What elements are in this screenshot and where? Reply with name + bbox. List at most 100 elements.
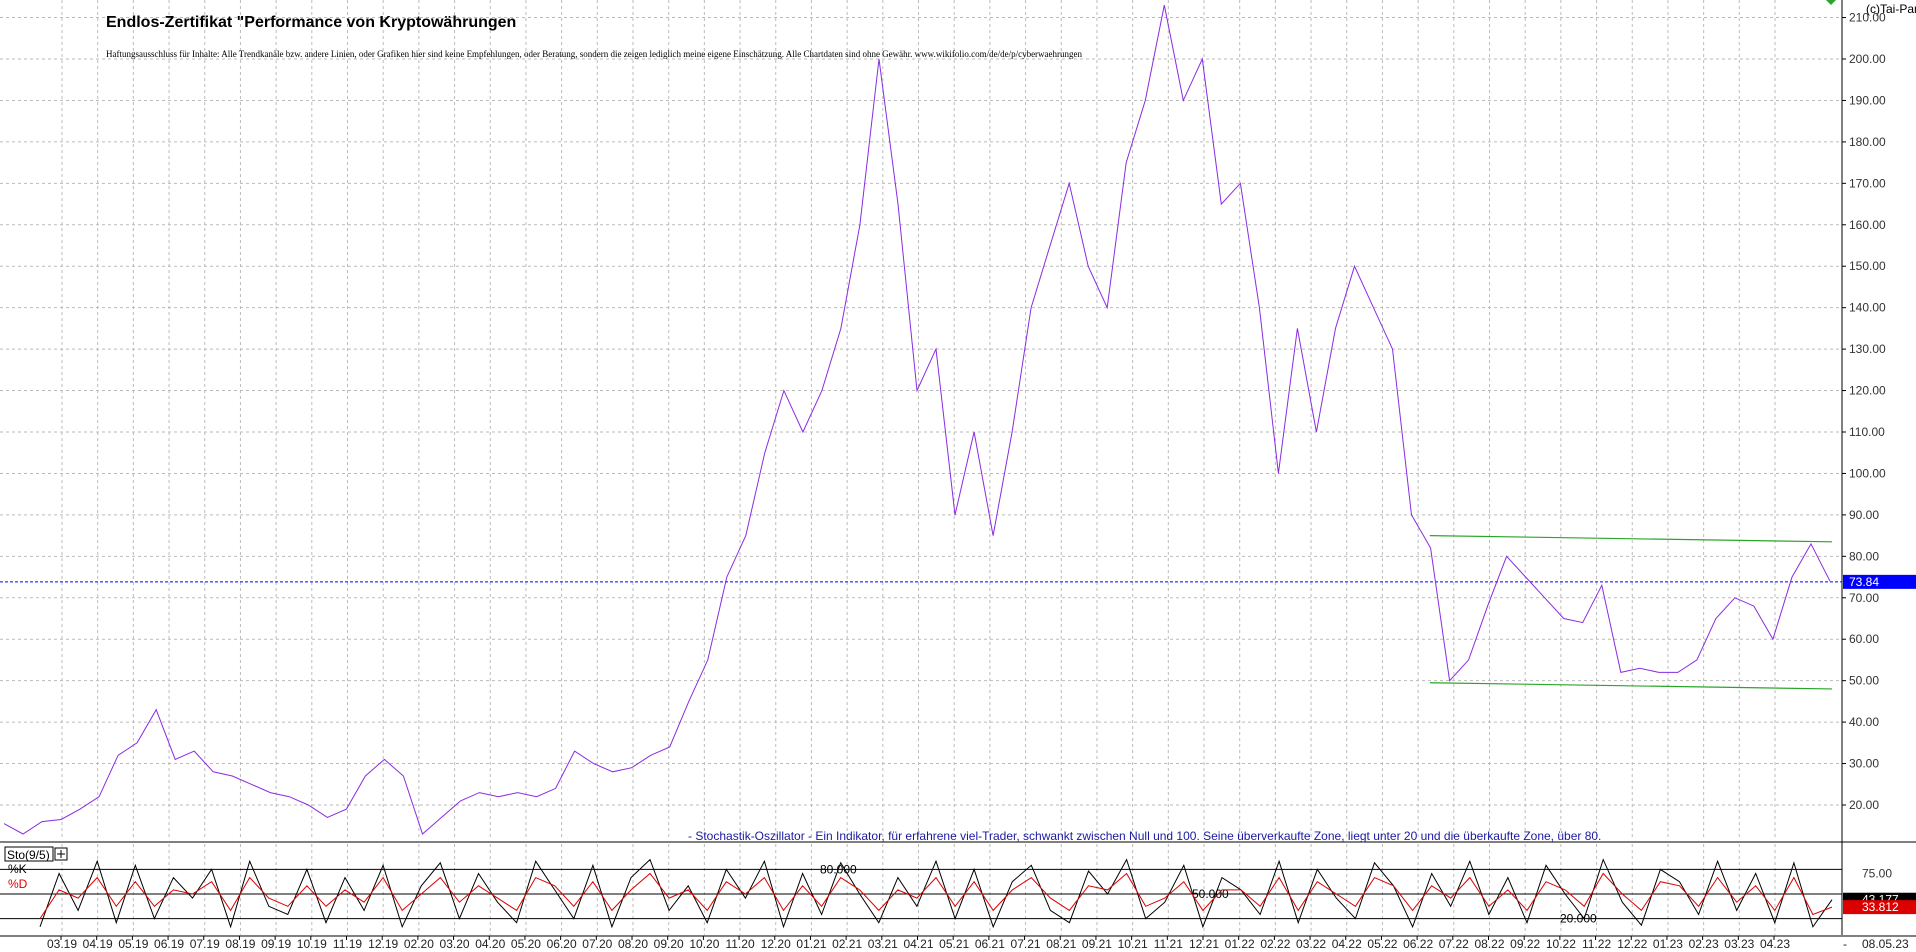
x-axis: 03.19 04.19 05.19 06.19 07.19 08.19 09.19 10.19… xyxy=(47,936,1909,951)
x-tick-label: 02.22 xyxy=(1260,937,1290,951)
price-y-tick: 120.00 xyxy=(1849,384,1886,398)
x-tick-label: 03.22 xyxy=(1296,937,1326,951)
x-tick-label: 04.19 xyxy=(83,937,113,951)
x-tick-label: 01.23 xyxy=(1653,937,1683,951)
price-y-tick: 170.00 xyxy=(1849,176,1886,190)
stochastic-y-tick: 75.00 xyxy=(1862,867,1892,881)
price-y-tick: 70.00 xyxy=(1849,591,1879,605)
x-tick-label: 08.21 xyxy=(1046,937,1076,951)
price-y-tick: 150.00 xyxy=(1849,259,1886,273)
channel-lower-line xyxy=(1429,682,1833,690)
x-last-date-label: 08.05.23 xyxy=(1862,937,1909,951)
x-tick-label: 02.23 xyxy=(1689,937,1719,951)
x-tick-label: 05.22 xyxy=(1367,937,1397,951)
price-y-tick: 80.00 xyxy=(1849,549,1879,563)
legend-indicator-name: Sto(9/5) xyxy=(7,848,50,862)
x-tick-label: 02.21 xyxy=(832,937,862,951)
trend-channel xyxy=(1429,535,1833,690)
x-tick-label: 10.22 xyxy=(1546,937,1576,951)
stochastic-k-line xyxy=(39,858,1833,929)
price-y-tick: 50.00 xyxy=(1849,674,1879,688)
price-y-tick: 210.00 xyxy=(1849,11,1886,25)
price-y-tick: 30.00 xyxy=(1849,757,1879,771)
x-tick-label: 07.21 xyxy=(1011,937,1041,951)
chart-title: Endlos-Zertifikat "Performance von Krypt… xyxy=(106,14,516,31)
x-tick-label: 05.20 xyxy=(511,937,541,951)
x-tick-label: 01.22 xyxy=(1225,937,1255,951)
x-tick-label: 01.21 xyxy=(796,937,826,951)
x-tick-label: 07.20 xyxy=(582,937,612,951)
stochastic-d-line xyxy=(39,872,1833,919)
x-tick-label: 08.20 xyxy=(618,937,648,951)
x-tick-label: 08.19 xyxy=(225,937,255,951)
legend-d: %D xyxy=(8,877,28,891)
copyright-label: (c)Tai-Pan xyxy=(1866,2,1916,16)
disclaimer-text: Haftungsausschluss für Inhalte: Alle Tre… xyxy=(106,49,1083,59)
price-y-tick: 190.00 xyxy=(1849,93,1886,107)
x-tick-label: 06.22 xyxy=(1403,937,1433,951)
x-tick-label: 11.21 xyxy=(1154,937,1183,951)
price-y-axis: 20.00 30.00 40.00 50.00 60.00 70.00 80.00 90.00… xyxy=(1842,11,1886,812)
x-tick-label: 09.19 xyxy=(261,937,291,951)
d-last-label: 33.812 xyxy=(1862,900,1899,914)
x-tick-label: 05.19 xyxy=(118,937,148,951)
x-tick-label: 03.21 xyxy=(868,937,898,951)
legend-k: %K xyxy=(8,862,27,876)
channel-upper-line xyxy=(1429,535,1833,543)
x-tick-label: 03.23 xyxy=(1724,937,1754,951)
price-series-line xyxy=(3,5,1831,835)
price-y-tick: 100.00 xyxy=(1849,466,1886,480)
x-tick-label: 07.22 xyxy=(1439,937,1469,951)
x-tick-label: 09.20 xyxy=(654,937,684,951)
x-tick-label: 02.20 xyxy=(404,937,434,951)
stochastic-legend: Sto(9/5) %K %D xyxy=(4,846,68,891)
price-y-tick: 20.00 xyxy=(1849,798,1879,812)
x-tick-label: 11.19 xyxy=(333,937,362,951)
x-tick-label: 12.20 xyxy=(761,937,791,951)
x-tick-label: 03.20 xyxy=(440,937,470,951)
last-price-label: 73.84 xyxy=(1849,575,1879,589)
stochastic-grid xyxy=(61,844,1776,935)
x-tick-label: 11.20 xyxy=(725,937,754,951)
x-tick-label: 04.22 xyxy=(1332,937,1362,951)
price-y-tick: 180.00 xyxy=(1849,135,1886,149)
x-tick-label: 09.21 xyxy=(1082,937,1112,951)
price-y-tick: 110.00 xyxy=(1849,425,1885,439)
d-last-badge xyxy=(1843,900,1916,915)
x-tick-label: 05.21 xyxy=(939,937,969,951)
x-tick-label: 10.20 xyxy=(689,937,719,951)
price-y-tick: 130.00 xyxy=(1849,342,1886,356)
last-price-badge xyxy=(1843,574,1916,589)
price-y-tick: 90.00 xyxy=(1849,508,1879,522)
indicator-note: - Stochastik-Oszillator - Ein Indikator,… xyxy=(688,829,1601,843)
x-tick-label: 03.19 xyxy=(47,937,77,951)
x-tick-label: 04.21 xyxy=(903,937,933,951)
x-tick-label: 12.21 xyxy=(1189,937,1219,951)
x-tick-label: 04.23 xyxy=(1760,937,1790,951)
legend-box xyxy=(4,846,54,862)
x-tick-label: 08.22 xyxy=(1474,937,1504,951)
price-y-tick: 160.00 xyxy=(1849,218,1886,232)
x-tick-label: 06.21 xyxy=(975,937,1005,951)
x-tick-label: 09.22 xyxy=(1510,937,1540,951)
x-tick-label: 10.19 xyxy=(297,937,327,951)
price-y-tick: 140.00 xyxy=(1849,301,1886,315)
x-minus-label: - xyxy=(1843,937,1847,951)
x-tick-label: 12.22 xyxy=(1617,937,1647,951)
x-tick-label: 10.21 xyxy=(1118,937,1148,951)
x-tick-label: 06.19 xyxy=(154,937,184,951)
x-tick-label: 04.20 xyxy=(475,937,505,951)
corner-marker-icon xyxy=(1826,0,1836,5)
x-tick-label: 11.22 xyxy=(1582,937,1611,951)
stochastic-level-label: 50.000 xyxy=(1192,887,1229,901)
stochastic-level-label: 20.000 xyxy=(1560,912,1597,926)
stochastic-y-axis: 75.00 xyxy=(1862,867,1892,881)
price-y-tick: 40.00 xyxy=(1849,715,1879,729)
price-y-tick: 200.00 xyxy=(1849,52,1886,66)
x-tick-label: 06.20 xyxy=(547,937,577,951)
price-y-tick: 60.00 xyxy=(1849,632,1879,646)
x-tick-label: 07.19 xyxy=(190,937,220,951)
x-tick-label: 12.19 xyxy=(368,937,398,951)
